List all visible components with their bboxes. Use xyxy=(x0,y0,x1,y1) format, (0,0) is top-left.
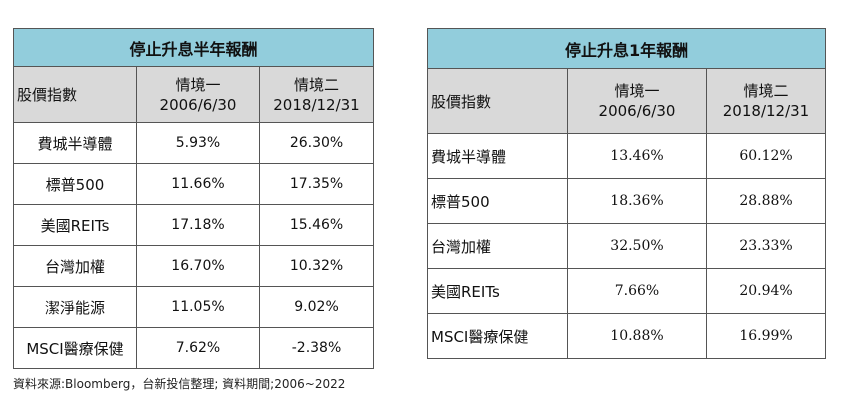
scenario-1-value: 10.88% xyxy=(567,313,707,359)
scenario-1-name: 情境一 xyxy=(614,82,660,100)
scenario-1-name: 情境一 xyxy=(175,75,221,94)
scenario-1-value: 11.66% xyxy=(136,163,260,205)
index-name: MSCI醫療保健 xyxy=(13,327,137,369)
scenario-2-date: 2018/12/31 xyxy=(722,102,810,120)
scenario-1-value: 5.93% xyxy=(136,122,260,164)
index-name: 費城半導體 xyxy=(13,122,137,164)
scenario-2-value: 60.12% xyxy=(705,133,827,179)
column-header-scenario-2: 情境二 2018/12/31 xyxy=(258,66,375,123)
index-name: 標普500 xyxy=(13,163,137,205)
scenario-2-name: 情境二 xyxy=(743,82,789,100)
index-name: 台灣加權 xyxy=(427,223,568,269)
half-year-return-table: 停止升息半年報酬 股價指數 情境一 2006/6/30 情境二 2018/12/… xyxy=(12,28,375,369)
scenario-1-value: 18.36% xyxy=(567,178,707,224)
scenario-1-value: 7.66% xyxy=(567,268,707,314)
column-header-index: 股價指數 xyxy=(13,66,137,123)
column-header-scenario-1: 情境一 2006/6/30 xyxy=(136,66,260,123)
table-title: 停止升息1年報酬 xyxy=(426,28,827,69)
one-year-return-table: 停止升息1年報酬 股價指數 情境一 2006/6/30 情境二 2018/12/… xyxy=(426,28,827,359)
index-name: 標普500 xyxy=(427,178,568,224)
scenario-2-value: 17.35% xyxy=(258,163,375,205)
table-row: 標普500 18.36% 28.88% xyxy=(427,178,827,224)
column-header-scenario-1: 情境一 2006/6/30 xyxy=(567,68,707,134)
index-name: 台灣加權 xyxy=(13,245,137,287)
table-row: 美國REITs 7.66% 20.94% xyxy=(427,268,827,314)
scenario-2-value: 23.33% xyxy=(705,223,827,269)
table-row: MSCI醫療保健 7.62% -2.38% xyxy=(13,327,375,369)
scenario-2-date: 2018/12/31 xyxy=(273,95,360,114)
scenario-1-value: 7.62% xyxy=(136,327,260,369)
scenario-2-value: -2.38% xyxy=(258,327,375,369)
scenario-2-value: 10.32% xyxy=(258,245,375,287)
table-row: 台灣加權 32.50% 23.33% xyxy=(427,223,827,269)
table-title: 停止升息半年報酬 xyxy=(12,28,375,67)
column-header-scenario-2: 情境二 2018/12/31 xyxy=(705,68,827,134)
scenario-2-value: 9.02% xyxy=(258,286,375,328)
table-row: 台灣加權 16.70% 10.32% xyxy=(13,245,375,287)
scenario-2-value: 28.88% xyxy=(705,178,827,224)
scenario-1-value: 17.18% xyxy=(136,204,260,246)
table-row: MSCI醫療保健 10.88% 16.99% xyxy=(427,313,827,359)
table-row: 費城半導體 5.93% 26.30% xyxy=(13,122,375,164)
table-row: 費城半導體 13.46% 60.12% xyxy=(427,133,827,179)
scenario-2-value: 26.30% xyxy=(258,122,375,164)
scenario-2-value: 15.46% xyxy=(258,204,375,246)
scenario-1-value: 13.46% xyxy=(567,133,707,179)
scenario-1-value: 16.70% xyxy=(136,245,260,287)
scenario-2-value: 20.94% xyxy=(705,268,827,314)
index-name: 費城半導體 xyxy=(427,133,568,179)
table-row: 標普500 11.66% 17.35% xyxy=(13,163,375,205)
scenario-2-value: 16.99% xyxy=(705,313,827,359)
index-name: 美國REITs xyxy=(427,268,568,314)
table-row: 潔淨能源 11.05% 9.02% xyxy=(13,286,375,328)
index-name: 潔淨能源 xyxy=(13,286,137,328)
scenario-1-date: 2006/6/30 xyxy=(598,102,676,120)
scenario-1-value: 32.50% xyxy=(567,223,707,269)
column-header-index: 股價指數 xyxy=(427,68,568,134)
index-name: 美國REITs xyxy=(13,204,137,246)
table-row: 美國REITs 17.18% 15.46% xyxy=(13,204,375,246)
scenario-1-date: 2006/6/30 xyxy=(159,95,237,114)
index-name: MSCI醫療保健 xyxy=(427,313,568,359)
scenario-1-value: 11.05% xyxy=(136,286,260,328)
source-note: 資料來源:Bloomberg，台新投信整理; 資料期間;2006~2022 xyxy=(13,377,346,391)
scenario-2-name: 情境二 xyxy=(294,75,340,94)
